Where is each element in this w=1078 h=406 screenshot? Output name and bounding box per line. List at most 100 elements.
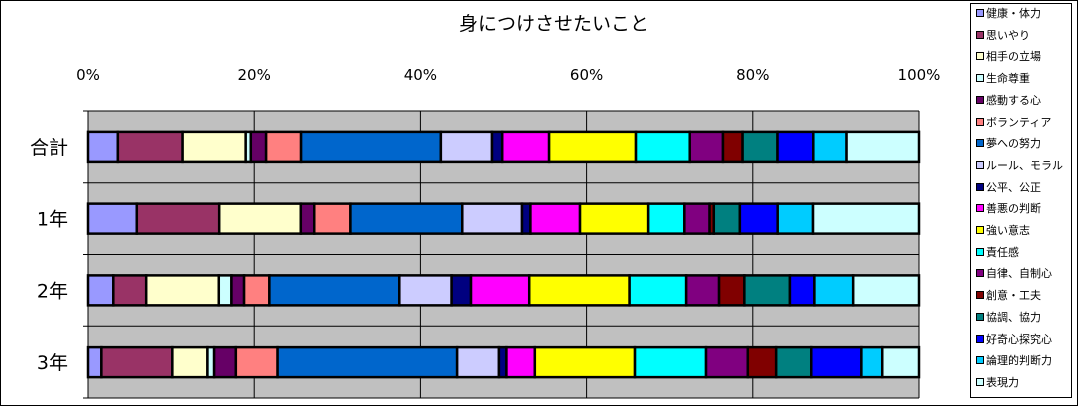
legend-label: 強い意志 xyxy=(986,224,1030,237)
legend-item: 強い意志 xyxy=(976,223,1030,239)
bar-segment xyxy=(630,275,687,305)
bar-segment xyxy=(301,132,441,162)
legend-swatch xyxy=(976,118,984,126)
legend-swatch xyxy=(976,204,984,212)
bar-segment xyxy=(219,204,301,234)
category-label: 2年 xyxy=(37,280,68,302)
legend-item: 健康・体力 xyxy=(976,6,1041,22)
bar-segment xyxy=(522,204,530,234)
bar-segment xyxy=(314,204,350,234)
bar-segment xyxy=(350,204,462,234)
bar-segment xyxy=(399,275,451,305)
bar-segment xyxy=(492,132,502,162)
legend-item: 夢への努力 xyxy=(976,136,1041,152)
bar-segment xyxy=(529,275,629,305)
bar-segment xyxy=(580,204,648,234)
legend-item: ルール、モラル xyxy=(976,158,1063,174)
legend-label: ルール、モラル xyxy=(986,159,1063,172)
x-tick-label: 60% xyxy=(570,66,603,84)
bar-segment xyxy=(549,132,636,162)
bar-segment xyxy=(882,347,919,377)
legend-item: 論理的判断力 xyxy=(976,353,1052,369)
bar-segment xyxy=(813,204,919,234)
legend-item: 協調、協力 xyxy=(976,310,1041,326)
bar-segment xyxy=(88,132,118,162)
legend-item: 善悪の判断 xyxy=(976,201,1041,217)
x-tick-label: 0% xyxy=(76,66,100,84)
bar-segment xyxy=(740,204,778,234)
legend-swatch xyxy=(976,31,984,39)
bar-segment xyxy=(231,275,244,305)
legend-item: 生命尊重 xyxy=(976,71,1030,87)
bar-segment xyxy=(853,275,919,305)
legend-item: 自律、自制心 xyxy=(976,266,1052,282)
bar-segment xyxy=(706,347,748,377)
legend-swatch xyxy=(976,356,984,364)
legend-item: 感動する心 xyxy=(976,93,1041,109)
legend-item: 公平、公正 xyxy=(976,180,1041,196)
bar-segment xyxy=(813,132,846,162)
category-label: 合計 xyxy=(30,137,68,159)
bar-segment xyxy=(776,347,811,377)
bar-segment xyxy=(648,204,684,234)
bar-segment xyxy=(502,132,549,162)
legend-item: 創意・工夫 xyxy=(976,288,1041,304)
legend-swatch xyxy=(976,183,984,191)
legend-label: 創意・工夫 xyxy=(986,289,1041,302)
legend-item: 表現力 xyxy=(976,375,1019,391)
legend-swatch xyxy=(976,161,984,169)
legend-swatch xyxy=(976,96,984,104)
bar-segment xyxy=(457,347,499,377)
legend-swatch xyxy=(976,74,984,82)
legend-label: ボランティア xyxy=(986,116,1051,129)
legend-label: 好奇心探究心 xyxy=(986,333,1052,346)
bar-segment xyxy=(219,275,232,305)
legend-label: 論理的判断力 xyxy=(986,354,1052,367)
bar-segment xyxy=(861,347,882,377)
bar-segment xyxy=(723,132,743,162)
x-tick-label: 100% xyxy=(898,66,941,84)
bar-segment xyxy=(811,347,861,377)
bar-segment xyxy=(146,275,219,305)
bar-segment xyxy=(462,204,522,234)
bar-segment xyxy=(778,132,814,162)
bar-segment xyxy=(118,132,183,162)
legend-label: 感動する心 xyxy=(986,94,1041,107)
legend-swatch xyxy=(976,313,984,321)
bar-segment xyxy=(744,275,790,305)
bar-segment xyxy=(686,275,719,305)
legend-swatch xyxy=(976,226,984,234)
legend-label: 協調、協力 xyxy=(986,311,1041,324)
legend-swatch xyxy=(976,52,984,60)
legend-swatch xyxy=(976,139,984,147)
bar-segment xyxy=(714,204,740,234)
bar-segment xyxy=(790,275,814,305)
legend-label: 公平、公正 xyxy=(986,181,1041,194)
legend-item: 思いやり xyxy=(976,28,1030,44)
legend-label: 思いやり xyxy=(986,29,1030,42)
bar-segment xyxy=(88,204,137,234)
chart-title: 身につけさせたいこと xyxy=(459,13,649,35)
bar-segment xyxy=(269,275,399,305)
legend-label: 善悪の判断 xyxy=(986,202,1041,215)
bar-segment xyxy=(743,132,778,162)
category-label: 1年 xyxy=(37,209,68,231)
legend-item: 好奇心探究心 xyxy=(976,332,1052,348)
legend-swatch xyxy=(976,269,984,277)
bar-segment xyxy=(172,347,207,377)
bar-segment xyxy=(530,204,580,234)
legend-label: 表現力 xyxy=(986,376,1019,389)
stacked-bar-chart: 身につけさせたいこと 0% 20% 40% 60% 80% 100% 合計 1年 2年 3年 xyxy=(0,0,968,406)
x-tick-label: 40% xyxy=(404,66,437,84)
bar-segment xyxy=(636,132,690,162)
bar-segment xyxy=(278,347,458,377)
legend-item: 責任感 xyxy=(976,245,1019,261)
legend-swatch xyxy=(976,335,984,343)
x-tick-label: 80% xyxy=(736,66,769,84)
legend-label: 責任感 xyxy=(986,246,1019,259)
bar-segment xyxy=(88,347,101,377)
x-tick-label: 20% xyxy=(238,66,271,84)
bar-segment xyxy=(236,347,278,377)
legend-label: 生命尊重 xyxy=(986,72,1030,85)
bar-segment xyxy=(814,275,853,305)
